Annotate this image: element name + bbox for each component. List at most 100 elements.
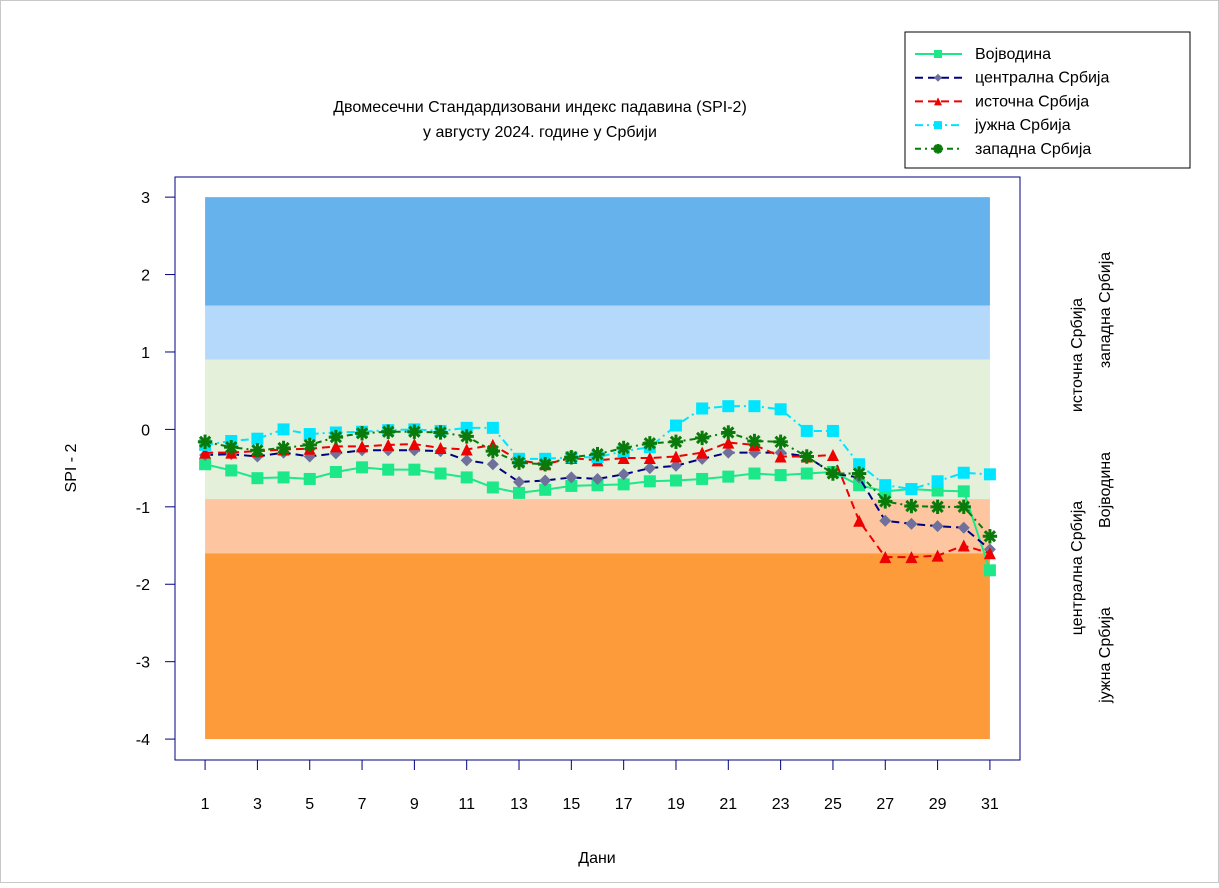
marker xyxy=(748,467,761,480)
marker-shape xyxy=(408,425,421,438)
marker-shape xyxy=(617,452,630,465)
marker xyxy=(565,479,578,492)
y-tick-label: -1 xyxy=(136,500,150,517)
marker-shape xyxy=(934,50,942,58)
marker-shape xyxy=(826,467,840,480)
marker-shape xyxy=(565,471,578,484)
marker xyxy=(722,470,735,483)
marker xyxy=(905,551,918,564)
marker xyxy=(277,423,290,436)
marker xyxy=(251,472,264,485)
marker xyxy=(982,529,998,544)
marker xyxy=(276,440,291,456)
marker-shape xyxy=(722,446,735,459)
y-tick-label: -3 xyxy=(136,655,150,672)
marker-shape xyxy=(748,467,761,480)
marker-shape xyxy=(303,428,316,441)
marker-shape xyxy=(198,435,212,448)
marker-shape xyxy=(722,436,735,449)
marker-shape xyxy=(225,441,238,454)
y-tick-label: 1 xyxy=(141,345,150,362)
marker xyxy=(485,443,501,459)
marker-shape xyxy=(434,441,447,454)
band xyxy=(205,553,990,740)
marker-shape xyxy=(643,462,656,475)
marker-shape xyxy=(722,400,735,413)
marker xyxy=(696,446,709,459)
marker xyxy=(774,403,787,416)
marker xyxy=(460,421,473,434)
marker-shape xyxy=(983,468,996,481)
marker-shape xyxy=(774,435,787,448)
marker-shape xyxy=(486,421,499,434)
marker-shape xyxy=(460,443,473,456)
x-tick-label: 15 xyxy=(562,796,580,813)
marker xyxy=(800,467,813,480)
marker xyxy=(983,468,996,481)
marker-shape xyxy=(539,483,552,496)
marker xyxy=(486,458,499,471)
x-tick-label: 29 xyxy=(929,796,947,813)
marker xyxy=(356,440,369,453)
marker xyxy=(590,446,605,462)
marker-shape xyxy=(408,463,421,476)
marker-shape xyxy=(539,474,552,487)
marker xyxy=(199,458,212,471)
y-tick-label: 3 xyxy=(141,190,150,207)
marker xyxy=(774,450,787,463)
marker-shape xyxy=(277,471,290,484)
marker-shape xyxy=(879,514,892,527)
marker-shape xyxy=(931,500,944,513)
marker-shape xyxy=(879,495,892,508)
marker-shape xyxy=(329,465,342,478)
marker-shape xyxy=(565,451,578,464)
marker-shape xyxy=(800,424,813,437)
marker xyxy=(303,428,316,441)
marker-shape xyxy=(303,472,316,485)
x-tick-label: 13 xyxy=(510,796,528,813)
marker-shape xyxy=(382,438,395,451)
marker xyxy=(826,448,839,461)
y-tick-label: 0 xyxy=(141,422,150,439)
marker xyxy=(617,478,630,491)
marker-shape xyxy=(225,464,238,477)
marker-shape xyxy=(905,499,918,513)
marker-shape xyxy=(957,466,970,479)
marker xyxy=(800,424,813,437)
x-tick-label: 9 xyxy=(410,796,419,813)
marker-shape xyxy=(905,483,918,496)
marker-shape xyxy=(931,520,944,533)
marker xyxy=(722,436,735,449)
marker xyxy=(668,434,684,449)
marker xyxy=(250,443,265,458)
marker-shape xyxy=(826,448,839,461)
marker-shape xyxy=(774,469,787,482)
marker-shape xyxy=(355,427,369,440)
marker xyxy=(643,462,656,475)
marker-shape xyxy=(460,454,473,467)
marker-shape xyxy=(617,478,630,491)
marker xyxy=(879,479,892,492)
marker-shape xyxy=(669,435,683,448)
band xyxy=(205,197,990,306)
marker-shape xyxy=(905,517,918,530)
y-tick-label: 2 xyxy=(141,268,150,285)
marker xyxy=(199,446,212,459)
marker xyxy=(931,520,944,533)
marker xyxy=(773,434,788,449)
marker xyxy=(931,549,944,562)
band xyxy=(205,499,990,554)
marker-shape xyxy=(617,468,630,481)
marker xyxy=(564,450,579,465)
marker xyxy=(539,483,552,496)
marker xyxy=(774,469,787,482)
marker xyxy=(799,449,814,464)
marker xyxy=(642,436,658,451)
chart-title: Двомесечни Стандардизовани индекс падави… xyxy=(333,99,747,116)
marker xyxy=(956,499,971,515)
marker xyxy=(328,429,344,445)
marker xyxy=(251,432,264,445)
marker xyxy=(407,424,422,439)
marker-shape xyxy=(852,467,866,480)
